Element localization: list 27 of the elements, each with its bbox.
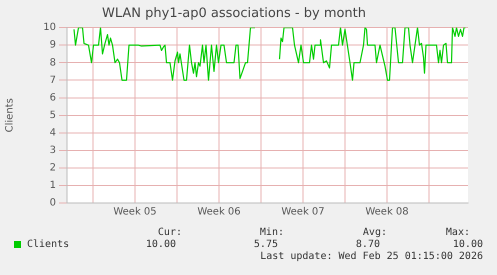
text: Cur: [156,227,182,238]
y-axis-title: Clients [4,98,16,132]
x-tick-label: Week 07 [281,206,325,218]
y-tick-label: 9 [50,40,56,51]
y-tick-label: 8 [50,57,56,68]
text: Max: [444,227,470,238]
y-tick-label: 4 [50,127,56,138]
y-tick-label: 0 [50,198,56,209]
text: Last update: Wed Feb 25 01:15:00 2026 [260,251,483,262]
y-tick-label: 10 [43,22,56,34]
text: Avg: [362,227,387,238]
y-tick-label: 1 [50,180,56,192]
chart-title: WLAN phy1-ap0 associations - by month [102,6,366,22]
legend-label: Clients [27,239,70,250]
x-tick-label: Week 05 [113,206,157,218]
text: 10.00 [452,239,483,250]
y-tick-label: 3 [50,144,56,156]
text: 8.70 [354,239,380,250]
x-tick-label: Week 06 [197,206,241,218]
y-tick-label: 2 [50,162,56,174]
y-tick-label: 5 [50,110,56,121]
x-tick-label: Week 08 [365,206,409,218]
y-tick-label: 7 [50,74,56,86]
text: 5.75 [252,239,278,250]
y-tick-label: 6 [50,92,56,104]
text: 10.00 [144,239,176,250]
text: Min: [258,227,284,238]
